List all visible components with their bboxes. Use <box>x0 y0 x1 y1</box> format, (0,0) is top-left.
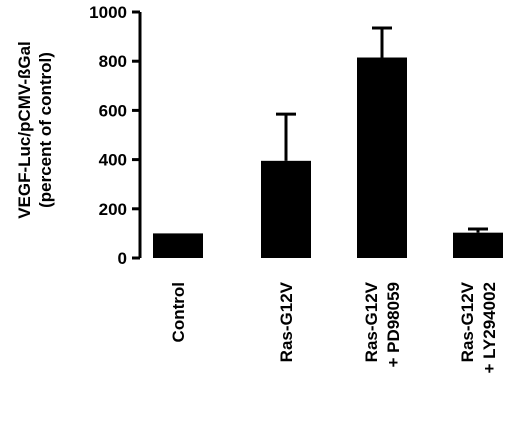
y-tick-label: 0 <box>118 249 127 268</box>
bars <box>153 57 503 259</box>
y-tick-label: 600 <box>99 101 127 120</box>
category-label: Ras-G12V <box>277 281 296 362</box>
category-label: + LY294002 <box>480 282 499 374</box>
y-axis-label: VEGF-Luc/pCMV-ßGal (percent of control) <box>15 41 55 219</box>
bar <box>453 232 503 258</box>
bar <box>153 233 203 258</box>
category-label: Ras-G12V <box>458 281 477 362</box>
bar <box>261 160 311 258</box>
bar <box>357 57 407 259</box>
category-label: Ras-G12V <box>362 281 381 362</box>
error-bars <box>276 26 488 233</box>
category-label: + PD98059 <box>384 282 403 368</box>
y-tick-label: 200 <box>99 200 127 219</box>
y-axis-label-line-1: VEGF-Luc/pCMV-ßGal <box>15 41 34 219</box>
y-axis-ticks: 0 200 400 600 800 1000 <box>89 3 140 268</box>
category-labels: Control Ras-G12V Ras-G12V + PD98059 Ras-G12V… <box>169 281 499 373</box>
y-tick-label: 400 <box>99 151 127 170</box>
y-tick-label: 1000 <box>89 3 127 22</box>
category-label: Control <box>169 282 188 342</box>
y-tick-label: 800 <box>99 52 127 71</box>
y-axis-label-line-2: (percent of control) <box>36 52 55 208</box>
